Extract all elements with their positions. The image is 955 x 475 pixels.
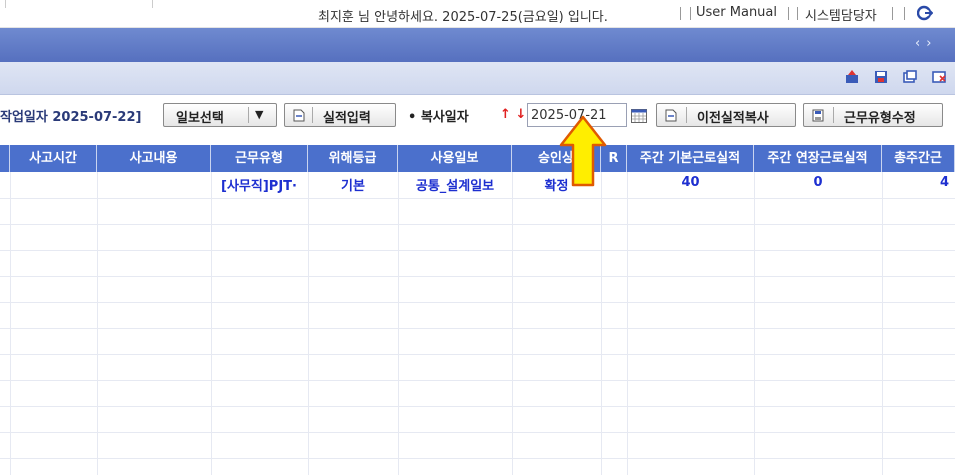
divider (892, 7, 893, 20)
row-divider (0, 432, 955, 433)
row-divider (0, 250, 955, 251)
work-type-edit-button[interactable]: 근무유형수정 (803, 103, 943, 127)
column-divider (308, 172, 309, 475)
table-cell[interactable]: 4 (939, 175, 949, 190)
row-divider (0, 198, 955, 199)
column-divider (398, 172, 399, 475)
column-divider (97, 172, 98, 475)
divider (904, 7, 905, 20)
column-header[interactable]: 사용일보 (398, 145, 512, 172)
row-divider (0, 328, 955, 329)
report-select-value: 일보선택 (176, 111, 224, 126)
table-cell[interactable]: 확정 (544, 179, 569, 194)
divider (680, 7, 681, 20)
prev-copy-label: 이전실적복사 (697, 111, 769, 126)
copy-date-label: • 복사일자 (408, 110, 469, 125)
document-icon (293, 109, 305, 122)
callout-arrow-icon (559, 115, 607, 187)
system-admin-link[interactable]: 시스템담당자 (805, 9, 877, 24)
work-date-label: 작업일자 2025-07-22] (0, 110, 142, 125)
prev-copy-button[interactable]: 이전실적복사 (656, 103, 796, 127)
column-divider (627, 172, 628, 475)
chevron-down-icon[interactable]: ▼ (255, 108, 264, 121)
column-header[interactable]: 총주간근 (882, 145, 955, 172)
column-header[interactable]: 사고내용 (97, 145, 211, 172)
title-band (0, 28, 955, 62)
save-icon (812, 109, 824, 122)
calendar-icon[interactable] (631, 109, 647, 123)
row-divider (0, 406, 955, 407)
divider (833, 107, 834, 123)
user-manual-link[interactable]: User Manual (696, 5, 778, 20)
sort-arrows[interactable]: ↑ ↓ (500, 107, 527, 122)
work-type-edit-label: 근무유형수정 (844, 111, 916, 126)
divider (797, 7, 798, 20)
row-divider (0, 224, 955, 225)
divider (788, 7, 789, 20)
row-divider (0, 458, 955, 459)
row-divider (0, 302, 955, 303)
table-cell[interactable]: 0 (813, 175, 823, 190)
divider (312, 107, 313, 123)
tool-band (0, 62, 955, 95)
column-header[interactable]: 주간 연장근로실적 (754, 145, 882, 172)
column-divider (601, 172, 602, 475)
save-icon[interactable] (874, 70, 888, 84)
column-header[interactable] (0, 145, 10, 172)
greeting-text: 최지훈 님 안녕하세요. 2025-07-25(금요일) 입니다. (318, 10, 608, 25)
column-divider (754, 172, 755, 475)
divider (248, 107, 249, 123)
divider (152, 0, 153, 8)
row-divider (0, 354, 955, 355)
divider (5, 0, 6, 8)
document-icon (665, 109, 677, 122)
column-header[interactable]: R (601, 145, 627, 172)
table-cell[interactable]: 기본 (341, 179, 365, 194)
input-record-button[interactable]: 실적입력 (284, 103, 396, 127)
column-divider (10, 172, 11, 475)
work-record-grid: 사고시간 사고내용 근무유형 위해등급 사용일보 승인상 R 주간 기본근로실적… (0, 145, 955, 475)
window-icon[interactable] (903, 70, 917, 84)
row-divider (0, 276, 955, 277)
row-divider (0, 380, 955, 381)
input-record-label: 실적입력 (323, 111, 371, 126)
divider (686, 107, 687, 123)
column-header[interactable]: 사고시간 (10, 145, 97, 172)
table-cell[interactable]: 40 (681, 175, 700, 190)
divider (690, 7, 691, 20)
table-cell[interactable]: [사무직]PJT· (221, 179, 297, 194)
close-window-icon[interactable] (932, 70, 946, 84)
table-cell[interactable]: 공통_설계일보 (415, 179, 495, 194)
top-bar (0, 0, 955, 28)
report-select[interactable]: 일보선택 ▼ (163, 103, 277, 127)
column-divider (211, 172, 212, 475)
panel-nav-arrows[interactable]: ‹› (915, 36, 938, 51)
column-divider (882, 172, 883, 475)
column-divider (512, 172, 513, 475)
column-header[interactable]: 주간 기본근로실적 (627, 145, 754, 172)
upload-icon[interactable] (845, 70, 859, 84)
column-header[interactable]: 근무유형 (211, 145, 308, 172)
column-header[interactable]: 위해등급 (308, 145, 398, 172)
logout-icon[interactable] (917, 5, 933, 21)
